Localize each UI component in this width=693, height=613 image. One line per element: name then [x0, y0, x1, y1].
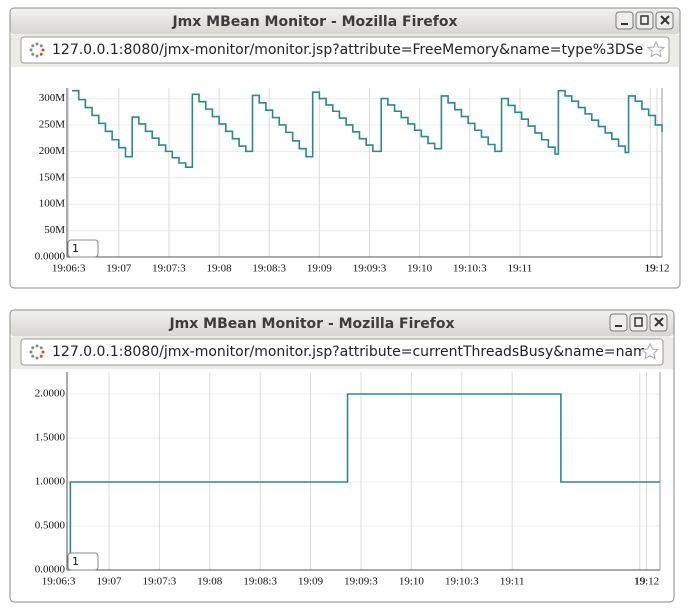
loading-icon	[39, 52, 43, 56]
title-bar	[10, 310, 674, 337]
x-tick-label: 19	[645, 263, 657, 275]
zoom-input[interactable]	[67, 239, 99, 258]
maximize-button[interactable]	[635, 11, 654, 30]
window-frame	[9, 309, 675, 603]
x-tick-label: 19:10:3	[445, 576, 479, 588]
x-tick-label: 19:10:3	[453, 263, 487, 275]
x-tick-label: 19:08:3	[243, 576, 277, 588]
close-icon	[660, 15, 670, 25]
zoom-input-text[interactable]: 1	[72, 242, 79, 255]
y-tick-label: 0.0000	[35, 251, 66, 263]
y-tick-label: 0.0000	[35, 564, 66, 576]
y-tick-label: 100M	[39, 198, 66, 210]
loading-icon	[29, 350, 33, 354]
url-bar[interactable]	[20, 36, 670, 64]
x-tick-label: 19:09:3	[344, 576, 378, 588]
maximize-button[interactable]	[629, 313, 648, 332]
zoom-input-text[interactable]: 1	[72, 555, 79, 568]
loading-icon	[41, 350, 45, 354]
window-title: Jmx MBean Monitor - Mozilla Firefox	[171, 14, 457, 30]
x-tick-label: 19:07	[96, 576, 122, 588]
loading-icon	[35, 42, 39, 46]
loading-icon	[41, 48, 45, 52]
close-icon	[654, 317, 664, 327]
window-frame	[9, 7, 681, 289]
y-tick-label: 1.5000	[35, 432, 66, 444]
loading-icon	[31, 52, 35, 56]
loading-icon	[31, 346, 35, 350]
loading-icon	[35, 54, 39, 58]
loading-icon	[29, 48, 33, 52]
url-bar[interactable]	[20, 338, 664, 366]
y-tick-label: 300M	[39, 92, 66, 104]
x-tick-label: 19:12	[644, 263, 669, 275]
loading-icon	[35, 356, 39, 360]
y-tick-label: 1.0000	[35, 476, 66, 488]
loading-icon	[39, 354, 43, 358]
maximize-icon	[640, 15, 649, 25]
x-tick-label: 19:08	[197, 576, 223, 588]
url-text[interactable]: 127.0.0.1:8080/jmx-monitor/monitor.jsp?a…	[52, 42, 685, 58]
y-tick-label: 0.5000	[35, 520, 66, 532]
maximize-icon	[634, 317, 643, 327]
x-tick-label: 19:07:3	[152, 263, 186, 275]
data-line	[72, 89, 663, 169]
title-bar	[10, 8, 680, 35]
zoom-input[interactable]	[67, 552, 99, 571]
loading-icon	[39, 44, 43, 48]
loading-icon	[35, 344, 39, 348]
x-tick-label: 19:08	[207, 263, 233, 275]
bookmark-star[interactable]	[647, 40, 665, 58]
x-tick-label: 19:10	[399, 576, 425, 588]
minimize-button[interactable]	[615, 11, 634, 30]
y-tick-label: 2.0000	[35, 388, 66, 400]
loading-icon	[31, 44, 35, 48]
x-tick-label: 19:07:3	[143, 576, 177, 588]
x-tick-label: 19:09	[307, 263, 333, 275]
x-tick-label: 19:12	[634, 576, 659, 588]
x-tick-label: 19:10	[407, 263, 433, 275]
y-tick-label: 250M	[39, 119, 66, 131]
url-text[interactable]: 127.0.0.1:8080/jmx-monitor/monitor.jsp?a…	[52, 344, 678, 360]
x-tick-label: 19:11	[500, 576, 525, 588]
x-tick-label: 19:11	[508, 263, 533, 275]
y-tick-label: 50M	[44, 224, 65, 236]
x-tick-label: 19:09	[298, 576, 324, 588]
bookmark-star[interactable]	[641, 342, 659, 360]
y-tick-label: 150M	[39, 171, 66, 183]
x-tick-label: 19	[634, 576, 646, 588]
x-tick-label: 19:07	[106, 263, 132, 275]
x-tick-label: 19:06:3	[42, 576, 76, 588]
minimize-button[interactable]	[609, 313, 628, 332]
x-tick-label: 19:06:3	[52, 263, 86, 275]
window-title: Jmx MBean Monitor - Mozilla Firefox	[168, 316, 454, 332]
loading-icon	[31, 354, 35, 358]
x-tick-label: 19:08:3	[252, 263, 286, 275]
loading-icon	[39, 346, 43, 350]
x-tick-label: 19:09:3	[353, 263, 387, 275]
y-tick-label: 200M	[39, 145, 66, 157]
